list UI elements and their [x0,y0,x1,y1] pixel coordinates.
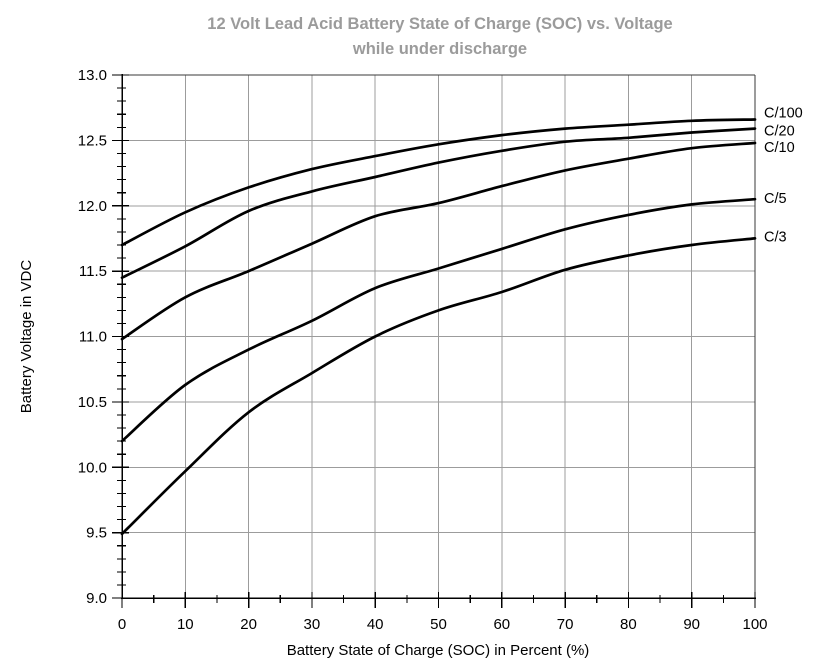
series-curve-c10 [120,141,757,341]
y-tick-label: 9.5 [86,525,107,542]
x-axis-title: Battery State of Charge (SOC) in Percent… [287,642,590,659]
y-axis-title: Battery Voltage in VDC [18,260,35,414]
x-tick-label: 100 [742,616,767,633]
x-tick-label: 0 [118,616,126,633]
x-tick-label: 60 [493,616,510,633]
y-tick-label: 13.0 [78,67,107,84]
y-tick-label: 10.0 [78,459,107,476]
chart-title-line2: while under discharge [352,40,527,58]
y-tick-label: 12.0 [78,198,107,215]
x-tick-label: 10 [177,616,194,633]
series-label-c5: C/5 [764,191,787,207]
y-tick-label: 12.5 [78,132,107,149]
series-label-c100: C/100 [764,106,803,122]
x-tick-label: 90 [683,616,700,633]
chart-title-line1: 12 Volt Lead Acid Battery State of Charg… [207,15,672,33]
y-tick-label: 10.5 [78,394,107,411]
y-tick-label: 11.0 [79,329,107,346]
series-curve-c3 [120,237,757,536]
series-label-c10: C/10 [764,140,795,156]
series-curve-c5 [120,197,757,443]
x-tick-label: 20 [240,616,257,633]
series-label-c20: C/20 [764,124,795,140]
series-curve-c100 [120,118,757,247]
x-tick-label: 70 [557,616,574,633]
y-tick-label: 9.0 [86,590,107,607]
x-tick-label: 50 [430,616,447,633]
x-tick-label: 40 [367,616,384,633]
plot-layer: 0 10 20 30 40 50 60 70 80 90 100 9.0 9.5 10.0 10.5 11.0… [78,67,803,633]
x-tick-label: 30 [304,616,321,633]
series-curve-c20 [120,127,757,280]
y-tick-label: 11.5 [79,263,107,280]
series-label-c3: C/3 [764,229,787,245]
x-tick-label: 80 [620,616,637,633]
